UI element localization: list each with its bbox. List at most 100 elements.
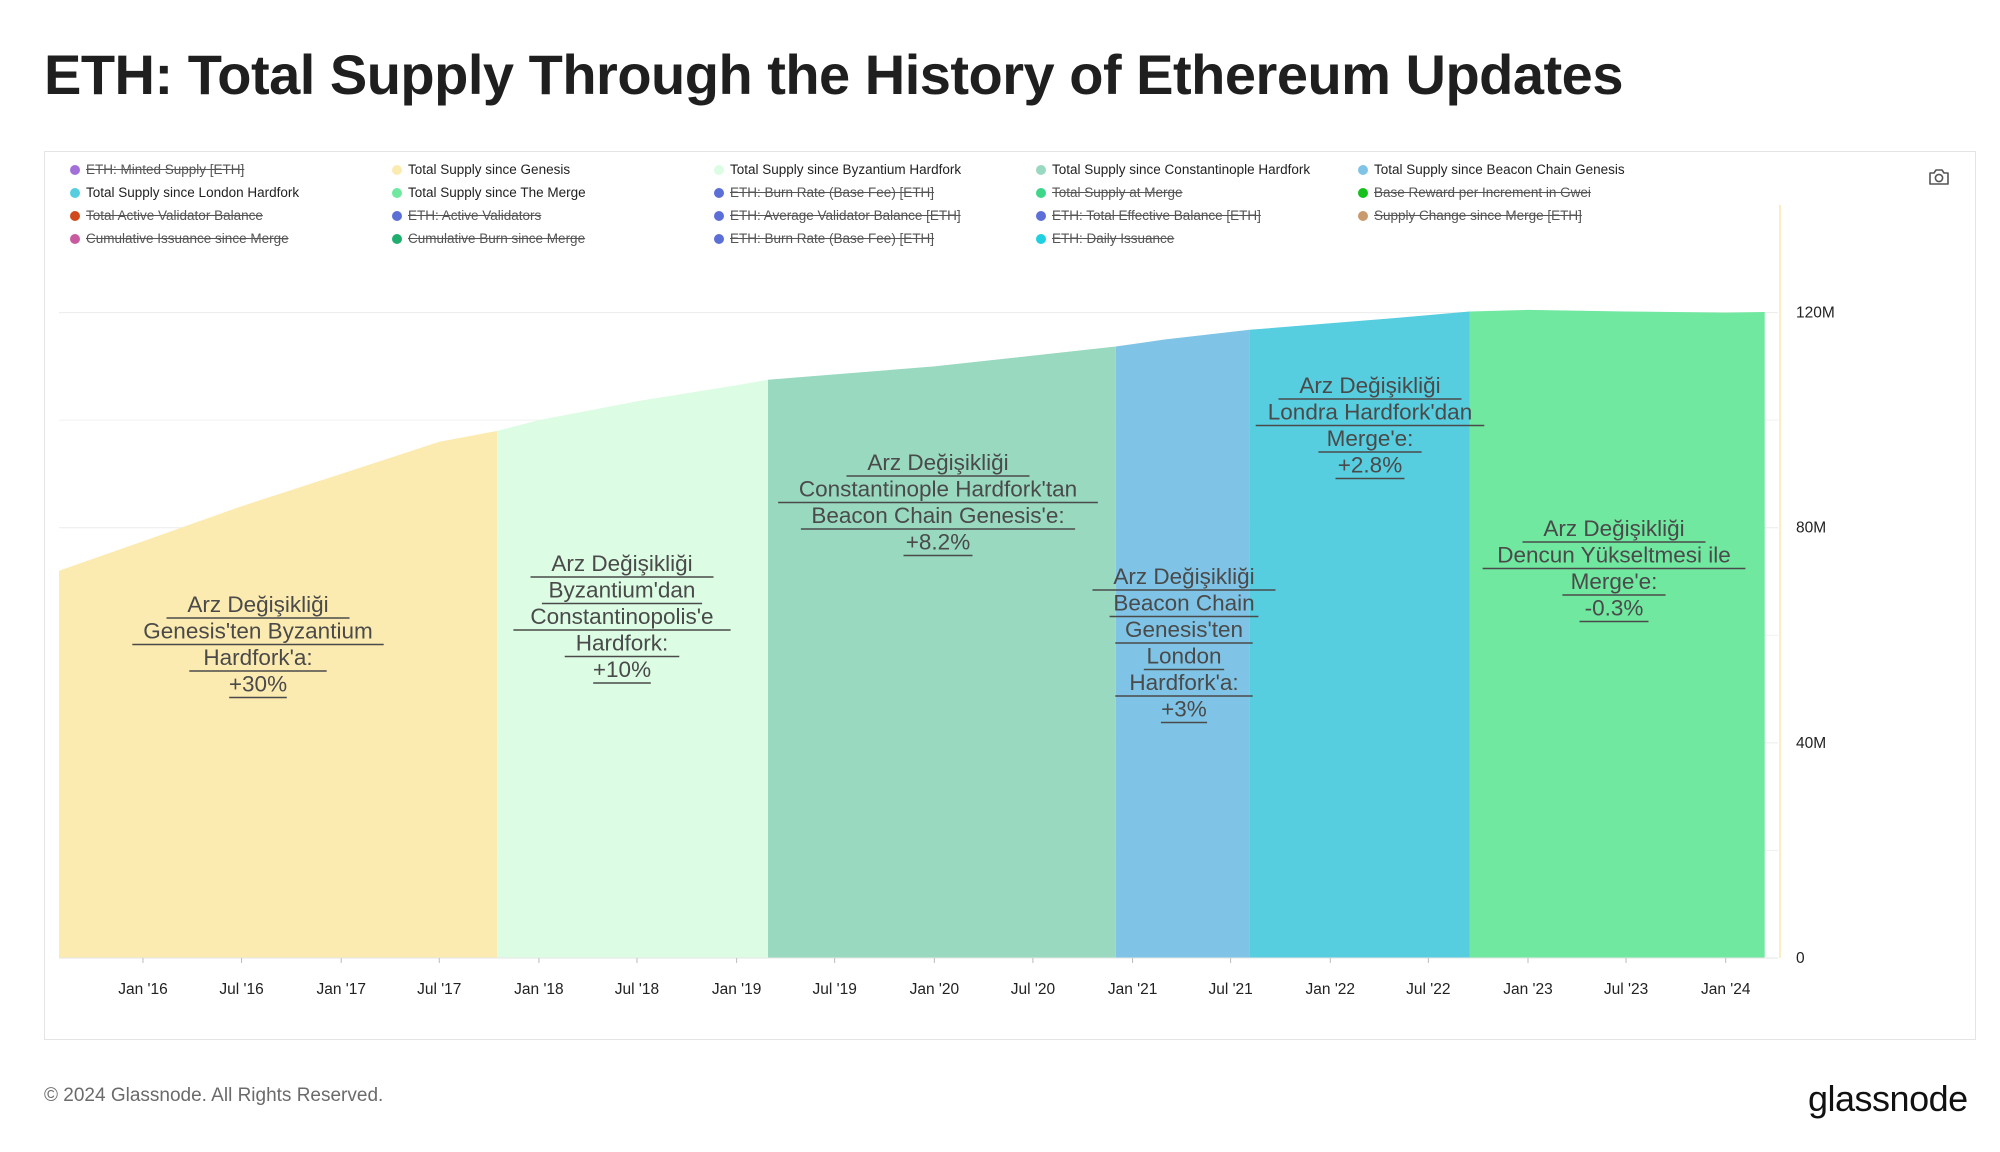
legend-item[interactable]: Total Supply since Byzantium Hardfork bbox=[714, 162, 961, 177]
legend-label: ETH: Burn Rate (Base Fee) [ETH] bbox=[730, 231, 935, 246]
legend-swatch bbox=[1036, 210, 1046, 221]
annotation-text: Arz Değişikliği bbox=[1113, 564, 1254, 589]
legend-label: Total Supply at Merge bbox=[1052, 185, 1183, 200]
legend-label: Total Supply since Beacon Chain Genesis bbox=[1374, 162, 1625, 177]
legend-swatch bbox=[714, 210, 724, 221]
legend-item[interactable]: ETH: Burn Rate (Base Fee) [ETH] bbox=[714, 231, 934, 246]
legend-item[interactable]: Total Supply since Constantinople Hardfo… bbox=[1036, 162, 1310, 177]
legend-swatch bbox=[1358, 187, 1368, 198]
camera-icon[interactable] bbox=[1928, 168, 1950, 186]
x-tick-label: Jan '23 bbox=[1503, 981, 1553, 998]
area-segment bbox=[1115, 329, 1250, 958]
annotation-text: Arz Değişikliği bbox=[187, 592, 328, 617]
legend-swatch bbox=[1358, 164, 1368, 175]
x-tick-label: Jan '24 bbox=[1701, 981, 1751, 998]
annotation-text: +2.8% bbox=[1338, 453, 1402, 478]
area-segment bbox=[59, 430, 498, 958]
y-tick-label: 120M bbox=[1796, 305, 1835, 322]
legend-item[interactable]: ETH: Daily Issuance bbox=[1036, 231, 1174, 246]
annotation-text: +8.2% bbox=[906, 530, 970, 555]
x-tick-label: Jul '18 bbox=[615, 981, 659, 998]
x-tick-label: Jan '16 bbox=[118, 981, 168, 998]
legend-label: ETH: Average Validator Balance [ETH] bbox=[730, 208, 961, 223]
x-tick-label: Jul '17 bbox=[417, 981, 461, 998]
legend-item[interactable]: ETH: Burn Rate (Base Fee) [ETH] bbox=[714, 185, 934, 200]
legend-item[interactable]: ETH: Minted Supply [ETH] bbox=[70, 162, 244, 177]
legend-label: Total Supply since Byzantium Hardfork bbox=[730, 162, 962, 177]
annotation-text: Hardfork'a: bbox=[203, 645, 312, 670]
legend-label: Total Supply since London Hardfork bbox=[86, 185, 300, 200]
legend-swatch bbox=[392, 210, 402, 221]
x-tick-label: Jul '19 bbox=[813, 981, 857, 998]
legend-item[interactable]: Base Reward per Increment in Gwei bbox=[1358, 185, 1591, 200]
legend-label: ETH: Total Effective Balance [ETH] bbox=[1052, 208, 1261, 223]
legend-item[interactable]: ETH: Average Validator Balance [ETH] bbox=[714, 208, 961, 223]
x-tick-label: Jul '23 bbox=[1604, 981, 1648, 998]
legend-label: Total Active Validator Balance bbox=[86, 208, 263, 223]
annotation-text: Arz Değişikliği bbox=[1543, 516, 1684, 541]
legend-swatch bbox=[1358, 210, 1368, 221]
annotation-text: Constantinopolis'e bbox=[530, 604, 713, 629]
legend-label: Total Supply since Genesis bbox=[408, 162, 571, 177]
legend-item[interactable]: Total Active Validator Balance bbox=[70, 208, 263, 223]
x-tick-label: Jul '20 bbox=[1011, 981, 1056, 998]
legend-swatch bbox=[392, 164, 402, 175]
x-tick-label: Jan '22 bbox=[1306, 981, 1356, 998]
annotation-text: Arz Değişikliği bbox=[867, 450, 1008, 475]
x-tick-label: Jul '21 bbox=[1208, 981, 1252, 998]
annotation-text: Hardfork'a: bbox=[1129, 670, 1238, 695]
legend-swatch bbox=[70, 210, 80, 221]
annotation-text: Arz Değişikliği bbox=[1299, 373, 1440, 398]
legend-swatch bbox=[714, 164, 724, 175]
annotation-text: +10% bbox=[593, 657, 651, 682]
legend-item[interactable]: Total Supply since Beacon Chain Genesis bbox=[1358, 162, 1625, 177]
legend-label: Base Reward per Increment in Gwei bbox=[1374, 185, 1591, 200]
legend-label: Supply Change since Merge [ETH] bbox=[1374, 208, 1582, 223]
copyright-text: © 2024 Glassnode. All Rights Reserved. bbox=[44, 1085, 384, 1106]
legend-item[interactable]: Cumulative Burn since Merge bbox=[392, 231, 585, 246]
annotation-text: Dencun Yükseltmesi ile bbox=[1497, 543, 1730, 568]
legend-swatch bbox=[70, 164, 80, 175]
legend-swatch bbox=[392, 187, 402, 198]
annotation-text: Merge'e: bbox=[1571, 569, 1658, 594]
legend-item[interactable]: Total Supply at Merge bbox=[1036, 185, 1183, 200]
legend-item[interactable]: Supply Change since Merge [ETH] bbox=[1358, 208, 1582, 223]
legend-swatch bbox=[70, 233, 80, 244]
y-tick-label: 80M bbox=[1796, 520, 1826, 537]
area-segment bbox=[1249, 311, 1470, 958]
legend-swatch bbox=[70, 187, 80, 198]
legend-item[interactable]: ETH: Total Effective Balance [ETH] bbox=[1036, 208, 1261, 223]
legend-item[interactable]: Total Supply since The Merge bbox=[392, 185, 586, 200]
area-segment bbox=[768, 346, 1116, 958]
glassnode-logo: glassnode bbox=[1808, 1078, 1968, 1119]
legend-label: ETH: Daily Issuance bbox=[1052, 231, 1175, 246]
legend-label: ETH: Active Validators bbox=[408, 208, 542, 223]
legend-item[interactable]: Total Supply since Genesis bbox=[392, 162, 570, 177]
area-segment bbox=[497, 379, 768, 958]
legend-label: Cumulative Burn since Merge bbox=[408, 231, 586, 246]
annotation-text: Merge'e: bbox=[1327, 426, 1414, 451]
y-tick-label: 40M bbox=[1796, 735, 1826, 752]
legend-swatch bbox=[1036, 164, 1046, 175]
y-tick-label: 0 bbox=[1796, 950, 1805, 967]
legend-label: ETH: Burn Rate (Base Fee) [ETH] bbox=[730, 185, 935, 200]
legend-item[interactable]: ETH: Active Validators bbox=[392, 208, 541, 223]
annotation-text: Hardfork: bbox=[576, 631, 669, 656]
annotation-text: Constantinople Hardfork'tan bbox=[799, 477, 1077, 502]
legend-label: Total Supply since The Merge bbox=[408, 185, 586, 200]
legend-label: Total Supply since Constantinople Hardfo… bbox=[1052, 162, 1311, 177]
x-tick-label: Jan '21 bbox=[1108, 981, 1158, 998]
legend-label: Cumulative Issuance since Merge bbox=[86, 231, 289, 246]
annotation-text: Byzantium'dan bbox=[549, 578, 696, 603]
x-tick-label: Jul '22 bbox=[1406, 981, 1450, 998]
x-tick-label: Jul '16 bbox=[219, 981, 263, 998]
legend-item[interactable]: Total Supply since London Hardfork bbox=[70, 185, 299, 200]
annotation-text: Arz Değişikliği bbox=[551, 551, 692, 576]
annotation-text: London bbox=[1146, 644, 1221, 669]
x-tick-label: Jan '19 bbox=[712, 981, 762, 998]
legend-item[interactable]: Cumulative Issuance since Merge bbox=[70, 231, 289, 246]
annotation-text: Beacon Chain bbox=[1113, 591, 1254, 616]
legend-label: ETH: Minted Supply [ETH] bbox=[86, 162, 245, 177]
x-tick-label: Jan '20 bbox=[910, 981, 960, 998]
